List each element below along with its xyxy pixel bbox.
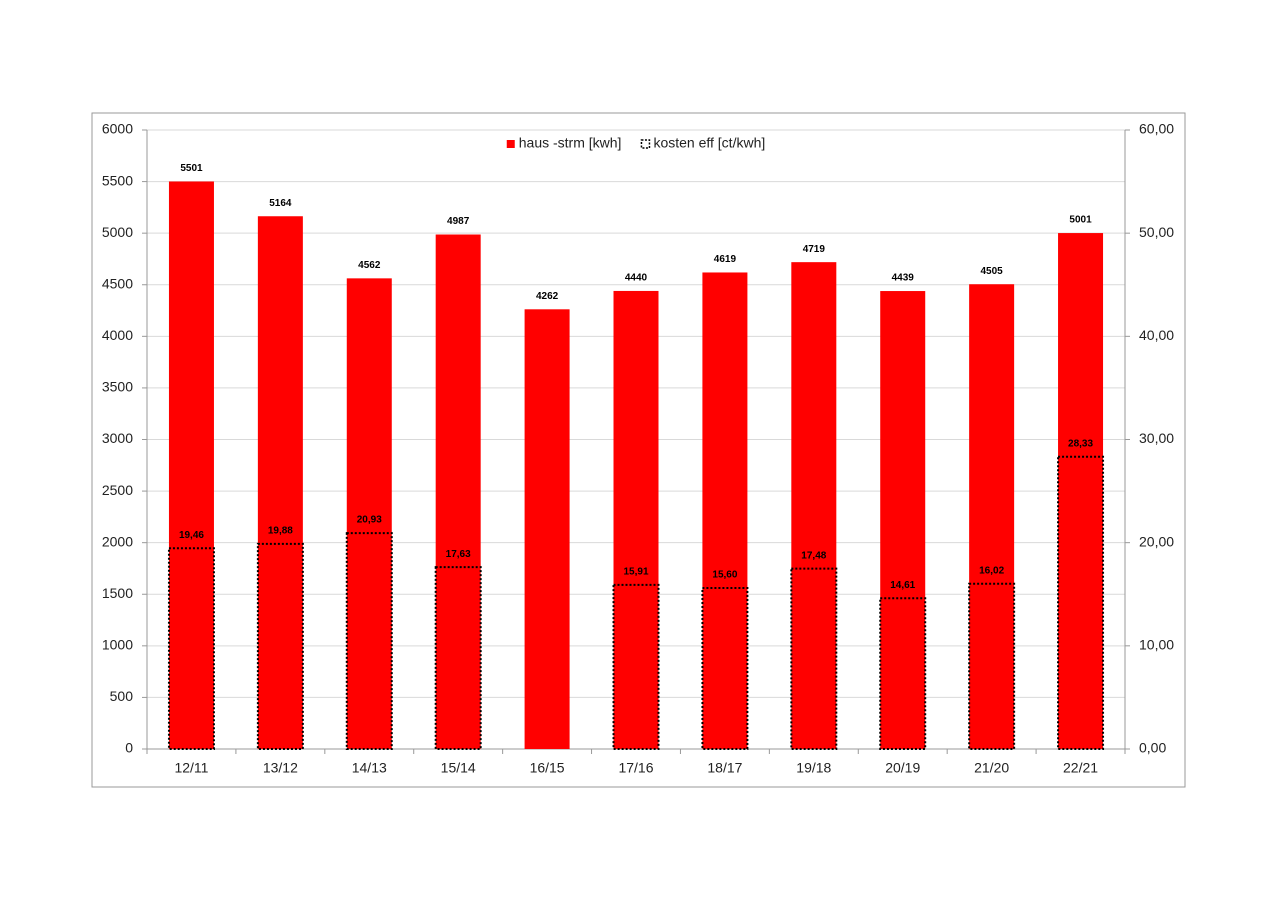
legend-label: haus -strm [kwh]	[519, 135, 622, 151]
y-tick-label: 0	[125, 740, 133, 756]
bar	[969, 284, 1015, 749]
bar	[613, 290, 659, 749]
x-tick-label: 17/16	[618, 760, 653, 776]
value-label: 19,46	[179, 530, 204, 541]
cost-bar	[434, 566, 482, 751]
value-label: 5001	[1069, 215, 1092, 226]
value-label: 14,61	[890, 580, 915, 591]
y-tick-label: 1500	[102, 585, 133, 601]
bar	[702, 272, 748, 749]
y-tick-label: 500	[110, 688, 134, 704]
bar	[1058, 233, 1104, 750]
y-tick-label: 2000	[102, 533, 133, 549]
value-label: 4505	[981, 266, 1004, 277]
legend-swatch	[506, 140, 515, 148]
cost-bar	[701, 587, 749, 750]
y2-tick-label: 20,00	[1139, 533, 1174, 549]
cost-bar	[345, 532, 393, 750]
cost-bar	[256, 542, 304, 750]
bar	[880, 291, 926, 749]
value-label: 4440	[625, 273, 648, 284]
value-label: 15,60	[712, 570, 737, 581]
x-tick-label: 19/18	[796, 760, 831, 776]
y-tick-label: 3500	[102, 379, 133, 395]
x-tick-label: 21/20	[974, 760, 1009, 776]
x-tick-label: 13/12	[263, 760, 298, 776]
y2-tick-label: 60,00	[1139, 121, 1174, 137]
value-label: 4262	[536, 291, 559, 302]
x-tick-label: 20/19	[885, 760, 920, 776]
y-tick-label: 2500	[102, 482, 133, 498]
value-label: 16,02	[979, 565, 1004, 576]
value-label: 5501	[180, 163, 203, 174]
bar	[257, 216, 303, 750]
cost-bar	[790, 567, 838, 750]
legend-label: kosten eff [ct/kwh]	[653, 135, 765, 151]
y2-tick-label: 50,00	[1139, 224, 1174, 240]
x-tick-label: 15/14	[441, 760, 476, 776]
y2-tick-label: 30,00	[1139, 430, 1174, 446]
y-tick-label: 6000	[102, 121, 133, 137]
bar	[435, 234, 481, 750]
value-label: 15,91	[623, 567, 648, 578]
x-tick-label: 18/17	[707, 760, 742, 776]
cost-bar	[612, 583, 660, 750]
cost-bar	[879, 597, 927, 750]
legend-swatch	[640, 139, 651, 149]
value-label: 19,88	[268, 526, 293, 537]
y2-tick-label: 10,00	[1139, 637, 1174, 653]
bar	[524, 309, 570, 749]
bar	[168, 181, 214, 749]
y-tick-label: 4000	[102, 327, 133, 343]
y-tick-label: 5000	[102, 224, 133, 240]
y-tick-label: 4500	[102, 275, 133, 291]
y-tick-label: 1000	[102, 637, 133, 653]
bar	[791, 262, 837, 749]
value-label: 5164	[269, 198, 292, 209]
value-label: 20,93	[357, 515, 382, 526]
value-label: 4562	[358, 260, 381, 271]
x-tick-label: 16/15	[530, 760, 565, 776]
y-tick-label: 5500	[102, 172, 133, 188]
value-label: 28,33	[1068, 438, 1093, 449]
value-label: 4719	[803, 244, 826, 255]
x-tick-label: 22/21	[1063, 760, 1098, 776]
cost-bar	[167, 547, 215, 750]
value-label: 4619	[714, 254, 737, 265]
value-label: 17,63	[446, 549, 471, 560]
y2-tick-label: 0,00	[1139, 740, 1166, 756]
value-label: 4439	[892, 273, 915, 284]
cost-bar	[968, 582, 1016, 750]
y2-tick-label: 40,00	[1139, 327, 1174, 343]
y-tick-label: 3000	[102, 430, 133, 446]
cost-bar	[1057, 455, 1105, 750]
bar	[346, 278, 392, 749]
value-label: 4987	[447, 216, 470, 227]
value-label: 17,48	[801, 550, 826, 561]
x-tick-label: 12/11	[174, 760, 208, 776]
x-tick-label: 14/13	[352, 760, 387, 776]
